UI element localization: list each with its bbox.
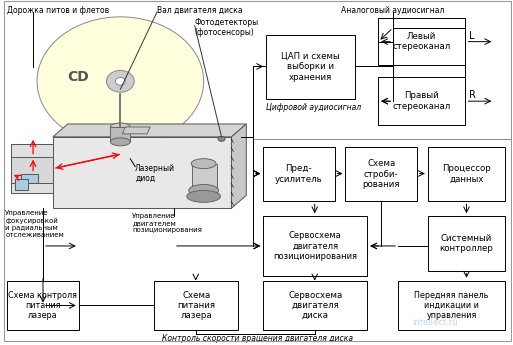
Polygon shape bbox=[231, 124, 246, 208]
Bar bbox=[266, 35, 356, 99]
Text: Цифровой аудиосигнал: Цифровой аудиосигнал bbox=[266, 103, 361, 112]
Polygon shape bbox=[15, 178, 28, 190]
Text: Схема
строби-
рования: Схема строби- рования bbox=[362, 159, 400, 189]
Bar bbox=[154, 281, 239, 330]
Text: Системный
контроллер: Системный контроллер bbox=[440, 234, 494, 253]
Ellipse shape bbox=[115, 77, 125, 85]
Ellipse shape bbox=[189, 185, 219, 196]
Bar bbox=[192, 164, 216, 188]
Text: L: L bbox=[469, 31, 475, 41]
Bar bbox=[263, 281, 367, 330]
Text: Лазерный
диод: Лазерный диод bbox=[135, 164, 175, 183]
Text: R: R bbox=[469, 90, 477, 100]
Bar bbox=[428, 147, 505, 201]
Polygon shape bbox=[11, 157, 53, 184]
Text: Вал двигателя диска: Вал двигателя диска bbox=[157, 6, 243, 15]
Text: Дорожка питов и флетов: Дорожка питов и флетов bbox=[7, 6, 109, 15]
Text: Аналоговый аудиосигнал: Аналоговый аудиосигнал bbox=[341, 6, 444, 15]
Bar bbox=[378, 18, 465, 66]
Ellipse shape bbox=[218, 136, 225, 141]
Polygon shape bbox=[11, 144, 53, 194]
Bar bbox=[263, 147, 334, 201]
Text: Пред-
усилитель: Пред- усилитель bbox=[275, 164, 323, 184]
Polygon shape bbox=[53, 124, 246, 137]
Ellipse shape bbox=[107, 70, 134, 92]
Text: Передняя панель
индикации и
управления: Передняя панель индикации и управления bbox=[415, 290, 489, 321]
Ellipse shape bbox=[191, 159, 216, 169]
Text: Управление
двигателем
позиционирования: Управление двигателем позиционирования bbox=[132, 213, 202, 233]
Text: Процессор
данных: Процессор данных bbox=[442, 164, 491, 184]
Text: Схема контроля
питания
лазера: Схема контроля питания лазера bbox=[9, 290, 77, 321]
Text: CD: CD bbox=[67, 70, 89, 85]
Text: Правый
стереоканал: Правый стереоканал bbox=[393, 91, 451, 111]
Text: intellect.ru: intellect.ru bbox=[412, 318, 458, 327]
Bar bbox=[7, 281, 78, 330]
Ellipse shape bbox=[187, 190, 221, 202]
Text: Схема
питания
лазера: Схема питания лазера bbox=[177, 290, 215, 321]
Bar bbox=[428, 216, 505, 271]
Text: Сервосхема
двигателя
диска: Сервосхема двигателя диска bbox=[288, 290, 342, 321]
Bar bbox=[345, 147, 417, 201]
Bar bbox=[263, 216, 367, 276]
Ellipse shape bbox=[110, 138, 130, 146]
Text: Левый
стереоканал: Левый стереоканал bbox=[393, 32, 451, 51]
Bar bbox=[378, 77, 465, 125]
Text: Контроль скорости вращения двигателя диска: Контроль скорости вращения двигателя дис… bbox=[162, 334, 353, 343]
Text: ЦАП и схемы
выборки и
хранения: ЦАП и схемы выборки и хранения bbox=[282, 52, 340, 82]
Ellipse shape bbox=[37, 17, 204, 146]
Text: Сервосхема
двигателя
позиционирования: Сервосхема двигателя позиционирования bbox=[273, 231, 357, 261]
Polygon shape bbox=[122, 127, 150, 134]
Polygon shape bbox=[21, 174, 38, 184]
Ellipse shape bbox=[110, 123, 130, 131]
Bar bbox=[110, 127, 130, 142]
Text: Фотодетекторы
(фотосенсоры): Фотодетекторы (фотосенсоры) bbox=[195, 18, 259, 37]
Polygon shape bbox=[53, 137, 231, 208]
Text: Управление
фокусировкой
и радиальным
отслеживанием: Управление фокусировкой и радиальным отс… bbox=[5, 210, 64, 238]
Bar bbox=[398, 281, 505, 330]
